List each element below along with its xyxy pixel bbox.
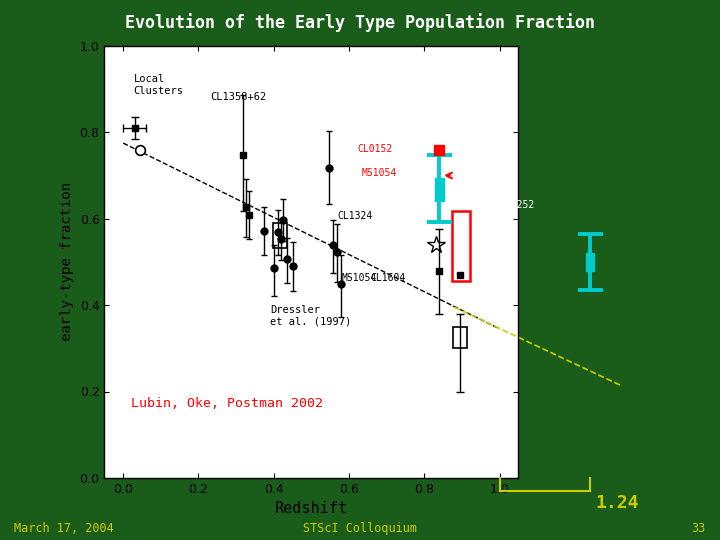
Bar: [273, 222, 287, 248]
Bar: [586, 253, 594, 271]
Text: CL1252: CL1252: [500, 200, 535, 210]
Text: Lubin, Oke, Postman 2002: Lubin, Oke, Postman 2002: [131, 396, 323, 410]
Text: Local
Clusters: Local Clusters: [133, 74, 184, 96]
Text: MS1054: MS1054: [341, 273, 377, 284]
Text: CL1324: CL1324: [337, 211, 372, 221]
Bar: [451, 211, 470, 281]
Bar: [435, 178, 444, 200]
Text: MS1054: MS1054: [362, 167, 397, 178]
Text: Evolution of the Early Type Population Fraction: Evolution of the Early Type Population F…: [125, 14, 595, 32]
Text: 33: 33: [691, 522, 706, 535]
Y-axis label: early-type fraction: early-type fraction: [60, 183, 74, 341]
Text: Dressler
et al. (1997): Dressler et al. (1997): [270, 305, 351, 327]
Text: CL0152: CL0152: [357, 144, 392, 154]
Text: CL1604: CL1604: [370, 273, 405, 284]
Bar: [453, 327, 467, 348]
Text: 1.24: 1.24: [595, 494, 639, 512]
X-axis label: Redshift: Redshift: [275, 501, 348, 516]
Text: CL1358+62: CL1358+62: [210, 92, 266, 102]
Text: STScI Colloquium: STScI Colloquium: [303, 522, 417, 535]
Text: March 17, 2004: March 17, 2004: [14, 522, 114, 535]
